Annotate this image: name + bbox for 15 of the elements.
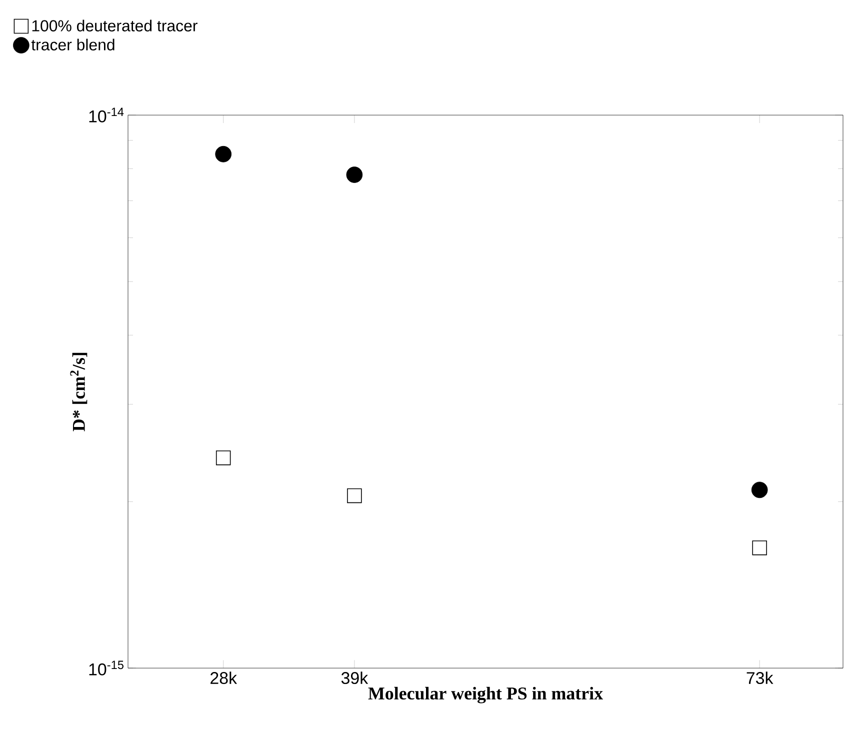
legend-label: 100% deuterated tracer (32, 20, 198, 32)
point (346, 166, 363, 183)
x-tick-label: 73k (746, 672, 774, 684)
y-tick-label: 10$^{-15}$ (89, 660, 124, 676)
point (751, 482, 768, 498)
x-tick-label: 28k (210, 672, 238, 684)
y-axis-title: D* [cm$^{2}$/s] (70, 352, 88, 432)
legend-label: tracer blend (31, 38, 114, 50)
x-axis-title: Molecular weight PS in matrix (368, 686, 603, 704)
point (215, 146, 232, 162)
point (216, 450, 231, 466)
y-tick-label: 10$^{-14}$ (89, 108, 124, 122)
x-tick-label: 39k (341, 672, 368, 684)
point (347, 488, 362, 504)
point (752, 540, 767, 556)
